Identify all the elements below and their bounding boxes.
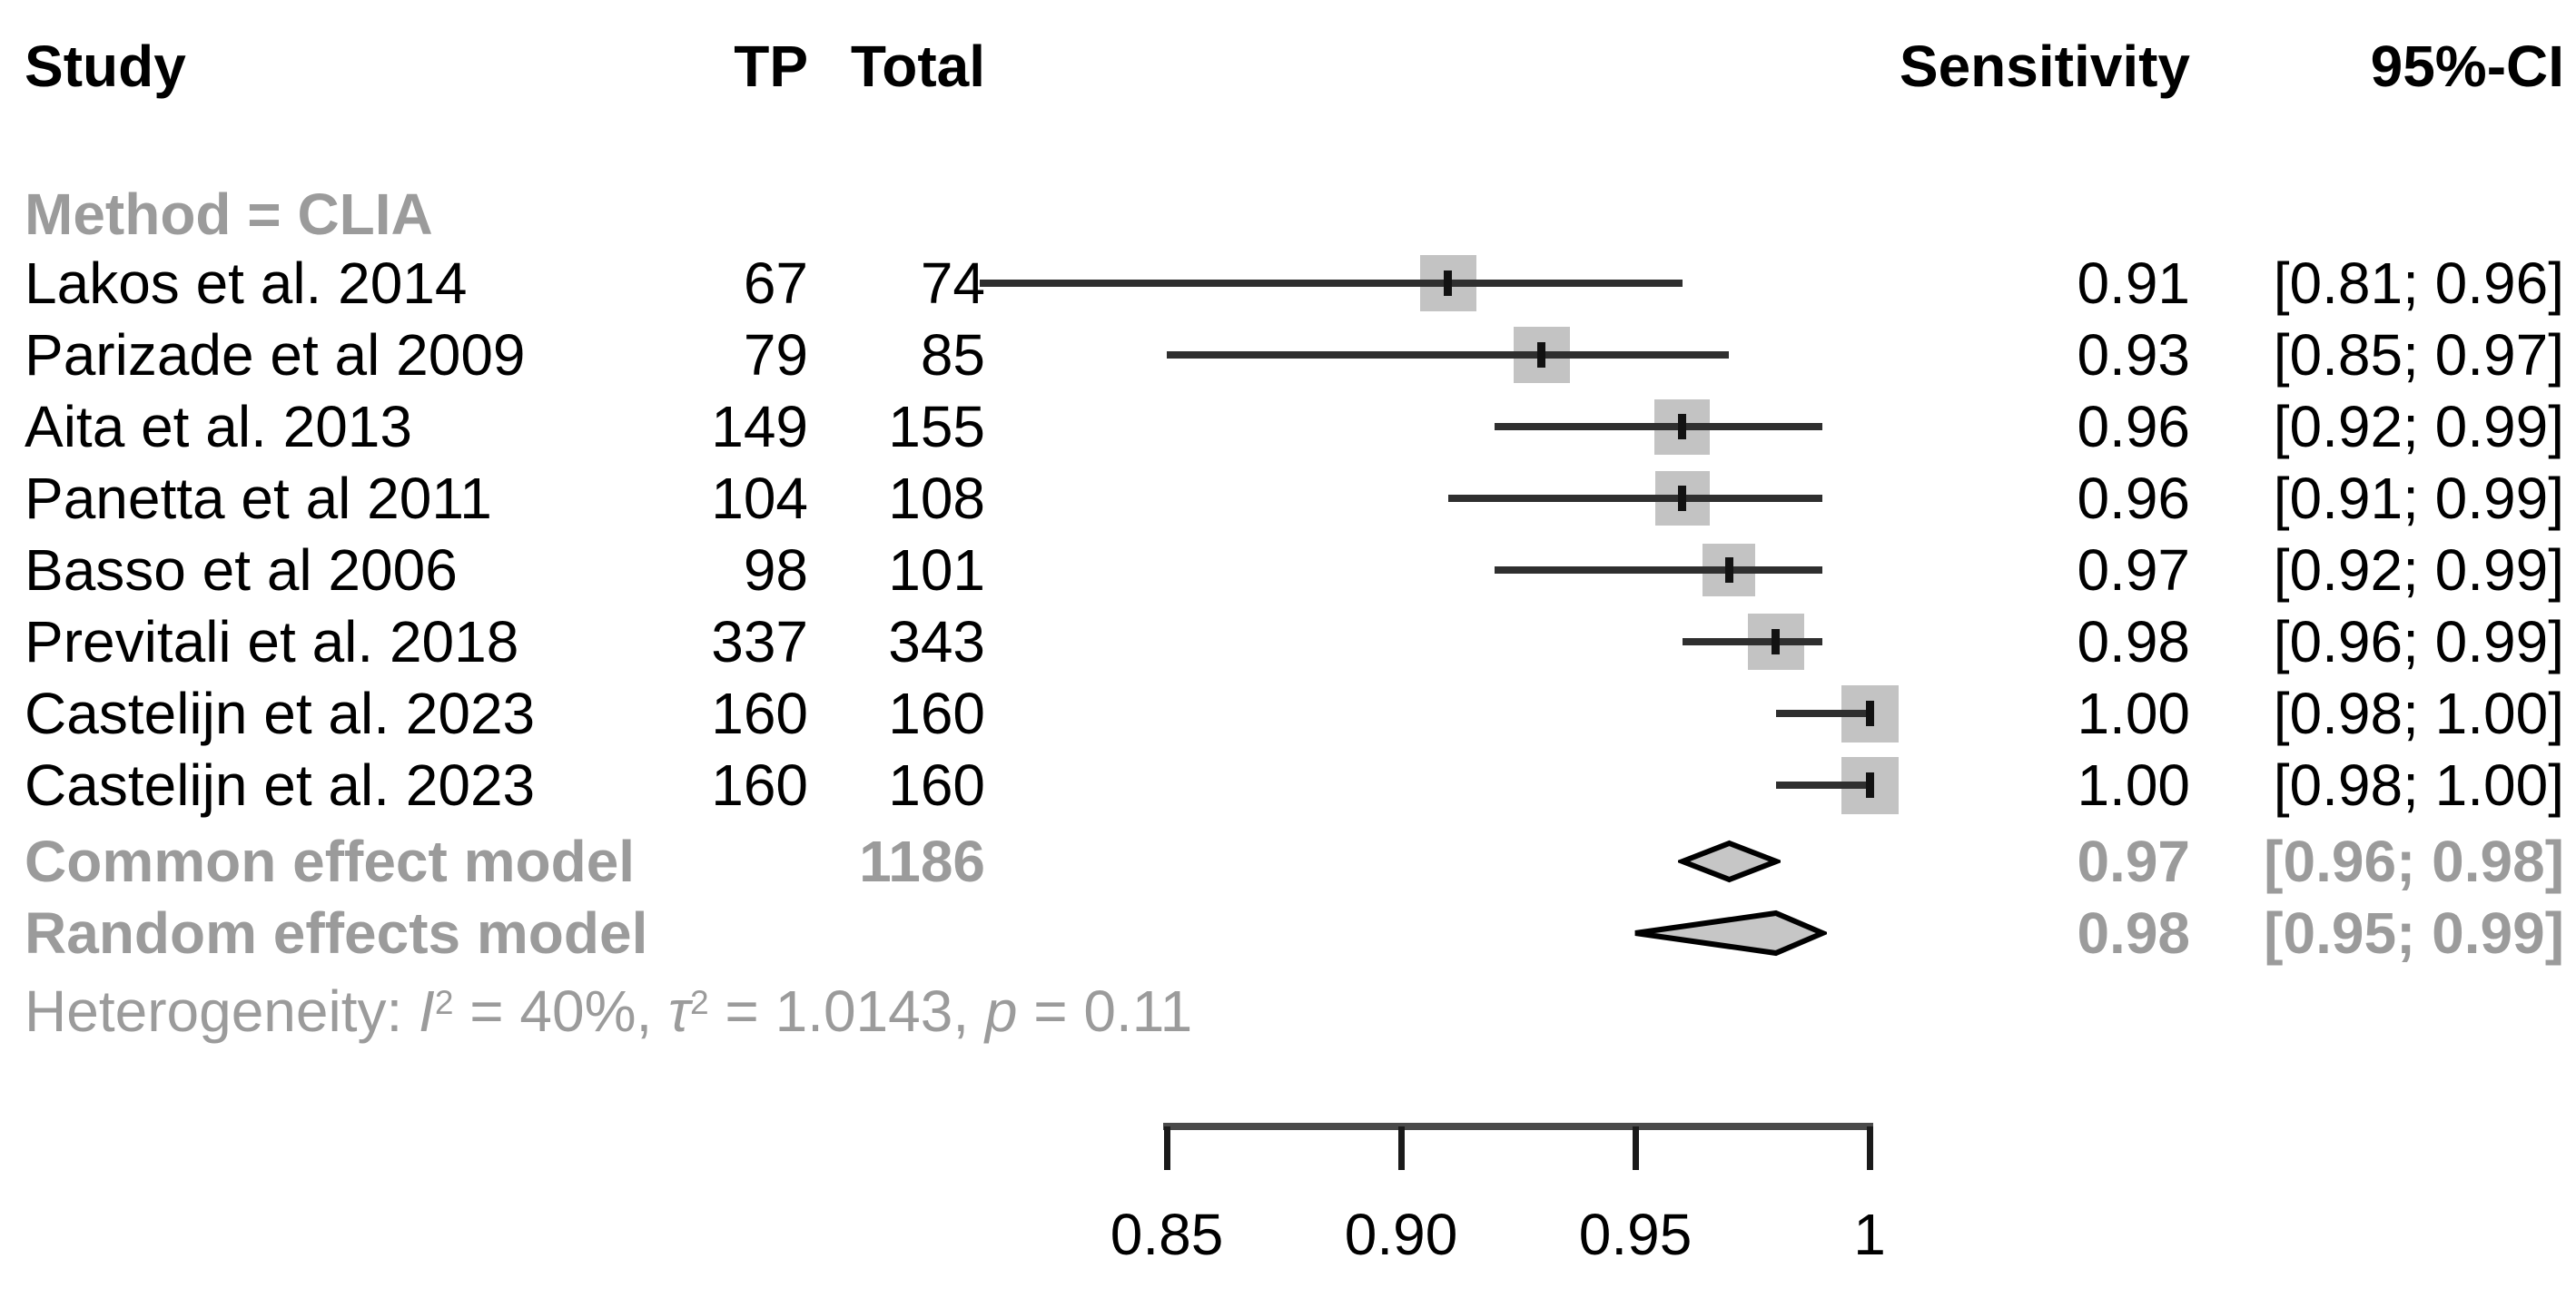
- sensitivity-value: 0.96: [2077, 466, 2190, 531]
- tp-value: 104: [711, 466, 808, 531]
- point-estimate-tick: [1678, 414, 1687, 439]
- ci-value: [0.81; 0.96]: [2273, 251, 2564, 316]
- summary-label: Random effects model: [25, 900, 648, 966]
- summary-label: Common effect model: [25, 829, 636, 894]
- summary-diamond-shape: [1634, 910, 1828, 957]
- study-label: Lakos et al. 2014: [25, 251, 468, 316]
- x-axis-tick: [1163, 1126, 1170, 1170]
- heterogeneity-segment: = 1.0143,: [708, 978, 985, 1044]
- subgroup-label: Method = CLIA: [25, 182, 433, 247]
- summary-sensitivity-value: 0.97: [2077, 829, 2190, 894]
- heterogeneity-segment: 2: [434, 982, 454, 1021]
- ci-value: [0.92; 0.99]: [2273, 537, 2564, 603]
- heterogeneity-segment: = 40%,: [453, 978, 669, 1044]
- summary-sensitivity-value: 0.98: [2077, 900, 2190, 966]
- tp-value: 160: [711, 681, 808, 746]
- tp-value: 98: [743, 537, 808, 603]
- total-value: 160: [888, 681, 985, 746]
- summary-diamond: [1634, 910, 1828, 957]
- study-label: Previtali et al. 2018: [25, 609, 519, 674]
- ci-value: [0.98; 1.00]: [2273, 752, 2564, 818]
- point-estimate-tick: [1724, 557, 1733, 583]
- sensitivity-value: 0.98: [2077, 609, 2190, 674]
- point-estimate-tick: [1537, 342, 1546, 368]
- ci-line: [979, 280, 1683, 287]
- column-header-ci: 95%-CI: [2370, 34, 2564, 99]
- x-axis-line: [1163, 1123, 1873, 1130]
- heterogeneity-segment: τ: [668, 978, 690, 1044]
- sensitivity-value: 1.00: [2077, 681, 2190, 746]
- tp-value: 79: [743, 322, 808, 388]
- study-label: Parizade et al 2009: [25, 322, 526, 388]
- ci-line: [1682, 638, 1823, 645]
- sensitivity-value: 0.96: [2077, 394, 2190, 459]
- column-header-sensitivity: Sensitivity: [1899, 34, 2190, 99]
- heterogeneity-segment: = 0.11: [1017, 978, 1193, 1044]
- heterogeneity-segment: Heterogeneity:: [25, 978, 419, 1044]
- total-value: 108: [888, 466, 985, 531]
- sensitivity-value: 1.00: [2077, 752, 2190, 818]
- column-header-tp: TP: [734, 34, 808, 99]
- sensitivity-value: 0.93: [2077, 322, 2190, 388]
- study-label: Castelijn et al. 2023: [25, 681, 536, 746]
- study-label: Castelijn et al. 2023: [25, 752, 536, 818]
- summary-ci-value: [0.96; 0.98]: [2264, 829, 2564, 894]
- ci-value: [0.98; 1.00]: [2273, 681, 2564, 746]
- ci-line: [1495, 423, 1823, 430]
- total-value: 85: [920, 322, 985, 388]
- x-axis-tick: [1632, 1126, 1639, 1170]
- summary-diamond-shape: [1677, 840, 1781, 883]
- total-value: 155: [888, 394, 985, 459]
- point-estimate-tick: [1772, 629, 1781, 654]
- total-value: 74: [920, 251, 985, 316]
- tp-value: 160: [711, 752, 808, 818]
- ci-line: [1775, 710, 1870, 717]
- sensitivity-value: 0.91: [2077, 251, 2190, 316]
- summary-total-value: 1186: [859, 829, 985, 894]
- x-axis-tick-label: 0.90: [1344, 1202, 1458, 1267]
- ci-line: [1495, 566, 1823, 574]
- heterogeneity-segment: 2: [689, 982, 709, 1021]
- ci-line: [1167, 351, 1730, 359]
- point-estimate-tick: [1444, 270, 1453, 296]
- x-axis-tick-label: 0.85: [1110, 1202, 1224, 1267]
- point-estimate-tick: [1678, 486, 1687, 511]
- ci-line: [1775, 782, 1870, 789]
- column-header-total: Total: [850, 34, 985, 99]
- tp-value: 337: [711, 609, 808, 674]
- sensitivity-value: 0.97: [2077, 537, 2190, 603]
- heterogeneity-segment: I: [419, 978, 435, 1044]
- tp-value: 67: [743, 251, 808, 316]
- study-label: Panetta et al 2011: [25, 466, 492, 531]
- x-axis-tick: [1866, 1126, 1873, 1170]
- x-axis-tick: [1397, 1126, 1405, 1170]
- total-value: 101: [888, 537, 985, 603]
- point-estimate-tick: [1865, 772, 1874, 798]
- tp-value: 149: [711, 394, 808, 459]
- ci-value: [0.92; 0.99]: [2273, 394, 2564, 459]
- summary-ci-value: [0.95; 0.99]: [2264, 900, 2564, 966]
- ci-line: [1447, 495, 1823, 502]
- ci-value: [0.91; 0.99]: [2273, 466, 2564, 531]
- study-label: Basso et al 2006: [25, 537, 458, 603]
- study-label: Aita et al. 2013: [25, 394, 412, 459]
- ci-value: [0.96; 0.99]: [2273, 609, 2564, 674]
- column-header-study: Study: [25, 34, 186, 99]
- heterogeneity-note: Heterogeneity: I2 = 40%, τ2 = 1.0143, p …: [25, 982, 1192, 1040]
- point-estimate-tick: [1865, 701, 1874, 726]
- total-value: 343: [888, 609, 985, 674]
- summary-diamond: [1677, 840, 1781, 883]
- total-value: 160: [888, 752, 985, 818]
- x-axis-tick-label: 0.95: [1578, 1202, 1693, 1267]
- x-axis-tick-label: 1: [1853, 1202, 1886, 1267]
- ci-value: [0.85; 0.97]: [2273, 322, 2564, 388]
- heterogeneity-segment: p: [984, 978, 1018, 1044]
